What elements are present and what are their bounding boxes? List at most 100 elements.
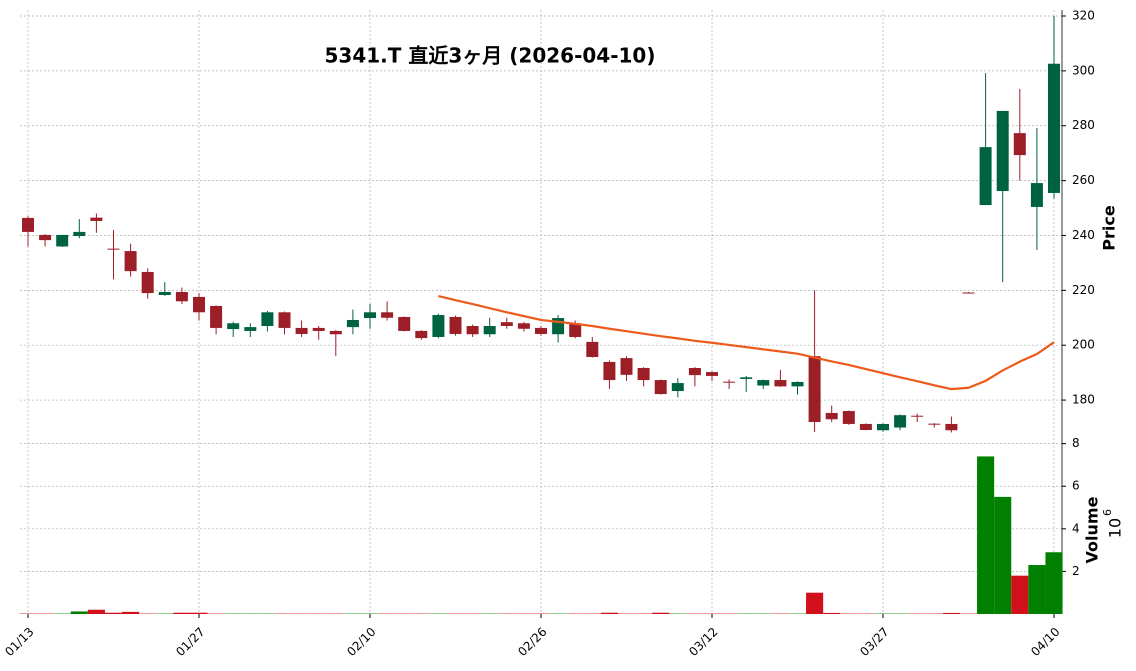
volume-bar [994, 496, 1012, 614]
candle-body [671, 383, 684, 392]
moving-average [438, 295, 1055, 391]
candle-body [757, 380, 770, 386]
x-tick-label: 01/13 [2, 625, 36, 659]
candle-body [945, 423, 958, 431]
candle-body [774, 380, 787, 387]
y-tick-label: 260 [1072, 173, 1095, 187]
volume-bar [104, 612, 123, 614]
candle-body [620, 358, 633, 375]
candle-body [415, 330, 428, 339]
x-tick-label: 03/27 [857, 625, 891, 659]
volume-bar [173, 612, 191, 614]
candle-body [706, 372, 718, 376]
candle-body [312, 327, 325, 331]
candle-body [466, 326, 479, 335]
x-tick-label: 02/26 [515, 625, 549, 659]
candle-body [364, 312, 376, 319]
candle-body [432, 315, 445, 337]
x-tick-label: 03/12 [686, 625, 720, 659]
volume-offset: 10 6 [1101, 509, 1125, 538]
candle-body [500, 322, 513, 327]
y-tick-label: 280 [1072, 118, 1095, 132]
candle-body [227, 323, 240, 330]
candle-body [808, 356, 821, 423]
candle-body [381, 312, 394, 318]
volume-offset-base: 10 [1106, 518, 1125, 538]
candle-body [398, 316, 411, 331]
volume-bar [942, 612, 960, 614]
candle-body [261, 312, 274, 327]
volume-bar [977, 456, 995, 614]
candle-body [449, 316, 462, 334]
candle-body [73, 231, 86, 237]
y-tick-label: 4 [1072, 521, 1080, 535]
candle-body [39, 234, 52, 241]
candle-body [56, 234, 69, 247]
y-tick-label: 240 [1072, 228, 1095, 242]
volume-bar [87, 609, 105, 614]
candle-body [295, 327, 308, 334]
y-tick-label: 320 [1072, 9, 1095, 23]
candle-body [1013, 133, 1026, 156]
candle-body [329, 330, 342, 335]
volume-bar [652, 612, 670, 614]
chart-title: 5341.T 直近3ヶ月 (2026-04-10) [325, 44, 656, 68]
volume-offset-exponent: 6 [1101, 509, 1114, 516]
candle-body [124, 251, 137, 272]
candle-body [654, 380, 667, 395]
candle-body [1048, 63, 1060, 193]
candle-body [928, 423, 941, 425]
candle-body [517, 323, 530, 329]
volume-bar [190, 612, 208, 614]
y-tick-label: 220 [1072, 283, 1095, 297]
candle-body [688, 367, 701, 376]
y-tick-label: 2 [1072, 564, 1080, 578]
y-tick-label: 180 [1072, 393, 1095, 407]
candle-body [586, 341, 599, 358]
candle-body [22, 217, 34, 232]
candle-body [158, 291, 171, 296]
candle-body [894, 415, 907, 428]
candle-body [175, 291, 188, 302]
candle-body [962, 292, 975, 294]
candle-body [911, 415, 924, 417]
y-tick-label: 300 [1072, 63, 1095, 77]
candle-body [1030, 183, 1043, 207]
x-tick-label: 01/27 [173, 625, 207, 659]
volume-bar [70, 611, 88, 614]
candle-body [278, 312, 291, 328]
candle-body [483, 326, 496, 335]
candle-body [996, 110, 1009, 192]
candle-body [723, 381, 736, 383]
x-tick-label: 04/10 [1028, 625, 1062, 659]
candle-body [210, 305, 223, 328]
volume-bar [1028, 565, 1046, 614]
x-tick-label: 02/10 [344, 625, 378, 659]
candle-body [842, 411, 855, 424]
candle-body [637, 367, 650, 381]
price-axis-label: Price [1100, 205, 1119, 251]
candle-body [346, 319, 359, 328]
volume-bar [600, 612, 618, 614]
candle-body [791, 381, 804, 387]
candle-body [90, 217, 103, 221]
candle-body [244, 327, 257, 331]
volume-bar [1011, 575, 1029, 614]
candle-body [535, 327, 547, 334]
y-tick-label: 200 [1072, 338, 1095, 352]
candle-body [141, 271, 154, 294]
volume-axis-label: Volume [1083, 496, 1102, 563]
y-tick-label: 8 [1072, 436, 1080, 450]
volume-bar [1045, 552, 1063, 614]
candle-body [569, 323, 582, 337]
candle-body [877, 423, 889, 431]
candle-body [859, 423, 872, 430]
candle-body [825, 412, 838, 420]
candle-body [193, 296, 205, 313]
volume-bar [122, 611, 140, 614]
candle-body [979, 147, 992, 206]
y-tick-label: 6 [1072, 479, 1080, 493]
volume-bar [806, 592, 824, 614]
candle-body [603, 361, 616, 381]
